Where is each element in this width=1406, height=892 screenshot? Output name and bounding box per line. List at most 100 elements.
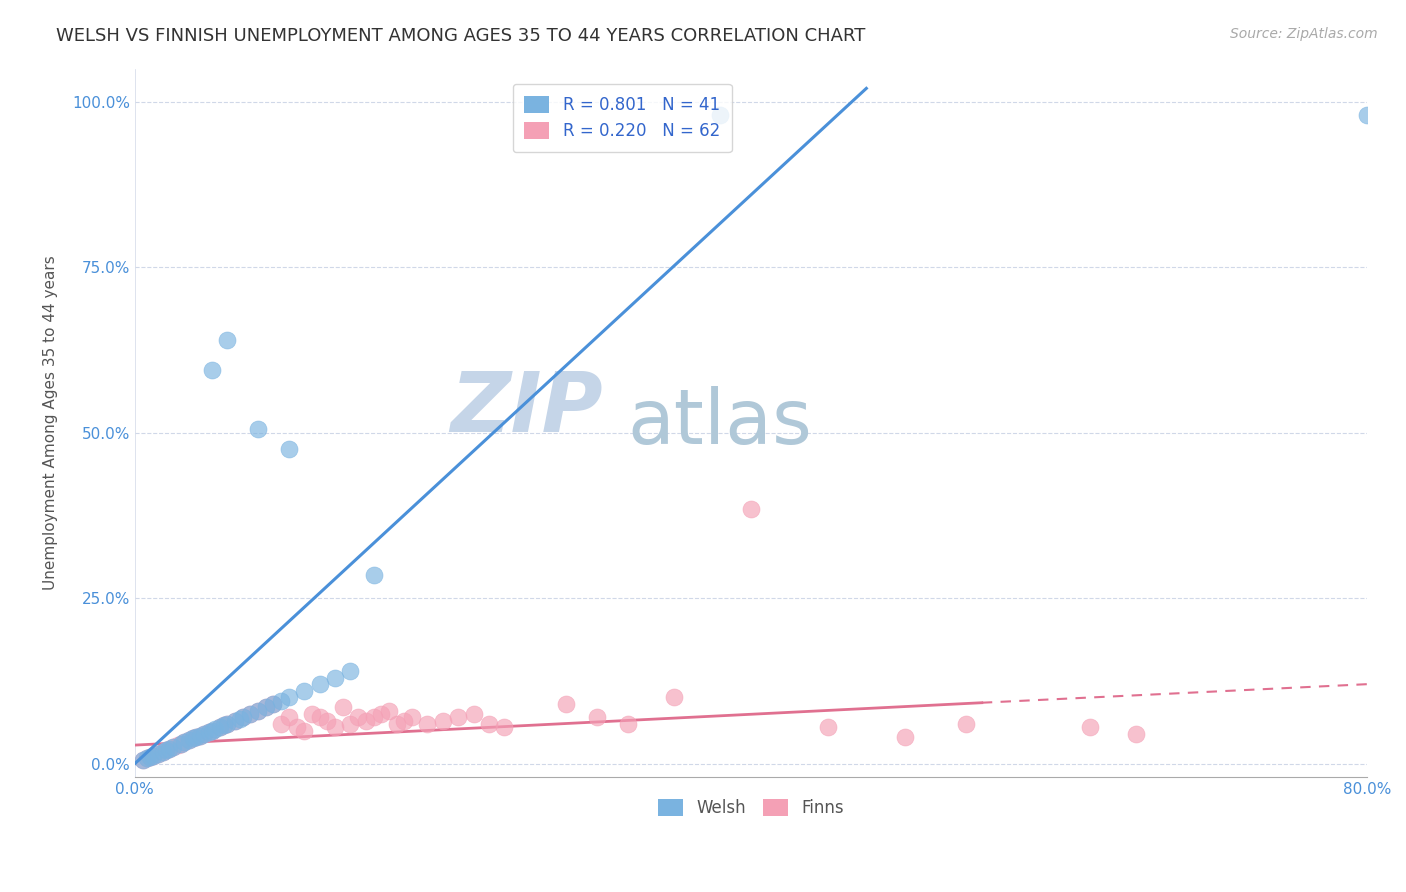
Point xyxy=(170,737,193,751)
Point xyxy=(142,748,165,763)
Legend: Welsh, Finns: Welsh, Finns xyxy=(650,790,852,825)
Point xyxy=(292,723,315,738)
Point xyxy=(709,108,731,122)
Point xyxy=(173,735,195,749)
Point xyxy=(740,501,762,516)
Point xyxy=(197,724,219,739)
Point xyxy=(212,718,235,732)
Point xyxy=(308,710,330,724)
Point xyxy=(894,730,917,744)
Point xyxy=(239,706,262,721)
Point xyxy=(167,738,190,752)
Point xyxy=(247,422,270,436)
Point xyxy=(217,333,239,347)
Point xyxy=(224,714,246,728)
Point xyxy=(146,747,169,761)
Point xyxy=(212,718,235,732)
Point xyxy=(277,442,299,457)
Point xyxy=(232,710,254,724)
Point xyxy=(347,710,370,724)
Point xyxy=(232,710,254,724)
Point xyxy=(201,723,224,738)
Point xyxy=(188,729,211,743)
Point xyxy=(152,745,174,759)
Point xyxy=(1355,108,1378,122)
Point xyxy=(186,730,208,744)
Point xyxy=(394,714,416,728)
Point xyxy=(217,717,239,731)
Point xyxy=(447,710,470,724)
Point xyxy=(152,745,174,759)
Point xyxy=(292,683,315,698)
Point xyxy=(339,717,361,731)
Point xyxy=(262,697,284,711)
Point xyxy=(262,697,284,711)
Point xyxy=(316,714,339,728)
Point xyxy=(224,714,246,728)
Point xyxy=(208,720,231,734)
Point xyxy=(370,706,392,721)
Point xyxy=(247,704,270,718)
Point xyxy=(277,710,299,724)
Point xyxy=(354,714,377,728)
Point xyxy=(1078,720,1101,734)
Point xyxy=(662,690,685,705)
Point xyxy=(186,730,208,744)
Point xyxy=(228,712,250,726)
Point xyxy=(142,748,165,763)
Point xyxy=(217,717,239,731)
Point xyxy=(301,706,323,721)
Point xyxy=(254,700,277,714)
Point xyxy=(239,706,262,721)
Point xyxy=(363,568,385,582)
Point xyxy=(323,671,346,685)
Point xyxy=(162,740,184,755)
Point xyxy=(146,747,169,761)
Point xyxy=(555,697,578,711)
Text: WELSH VS FINNISH UNEMPLOYMENT AMONG AGES 35 TO 44 YEARS CORRELATION CHART: WELSH VS FINNISH UNEMPLOYMENT AMONG AGES… xyxy=(56,27,866,45)
Point xyxy=(254,700,277,714)
Text: ZIP: ZIP xyxy=(450,368,603,449)
Point xyxy=(170,737,193,751)
Point xyxy=(332,700,354,714)
Point xyxy=(378,704,401,718)
Point xyxy=(323,720,346,734)
Point xyxy=(204,722,226,736)
Point xyxy=(285,720,308,734)
Point xyxy=(131,753,153,767)
Point xyxy=(339,664,361,678)
Text: atlas: atlas xyxy=(627,385,813,459)
Point xyxy=(155,743,177,757)
Point xyxy=(162,740,184,755)
Point xyxy=(1125,727,1147,741)
Point xyxy=(173,735,195,749)
Point xyxy=(188,729,211,743)
Text: Source: ZipAtlas.com: Source: ZipAtlas.com xyxy=(1230,27,1378,41)
Point xyxy=(401,710,423,724)
Point xyxy=(385,717,408,731)
Point xyxy=(363,710,385,724)
Point xyxy=(416,717,439,731)
Point xyxy=(463,706,485,721)
Point xyxy=(197,724,219,739)
Point xyxy=(586,710,609,724)
Point xyxy=(157,742,180,756)
Point xyxy=(478,717,501,731)
Point xyxy=(177,733,200,747)
Point xyxy=(270,717,292,731)
Point xyxy=(817,720,839,734)
Point xyxy=(177,733,200,747)
Point xyxy=(201,362,224,376)
Point xyxy=(208,720,231,734)
Point xyxy=(955,717,977,731)
Point xyxy=(277,690,299,705)
Point xyxy=(193,727,215,741)
Point xyxy=(193,727,215,741)
Y-axis label: Unemployment Among Ages 35 to 44 years: Unemployment Among Ages 35 to 44 years xyxy=(44,255,58,591)
Point xyxy=(201,723,224,738)
Point xyxy=(136,751,159,765)
Point xyxy=(157,742,180,756)
Point xyxy=(136,751,159,765)
Point xyxy=(139,750,162,764)
Point xyxy=(247,704,270,718)
